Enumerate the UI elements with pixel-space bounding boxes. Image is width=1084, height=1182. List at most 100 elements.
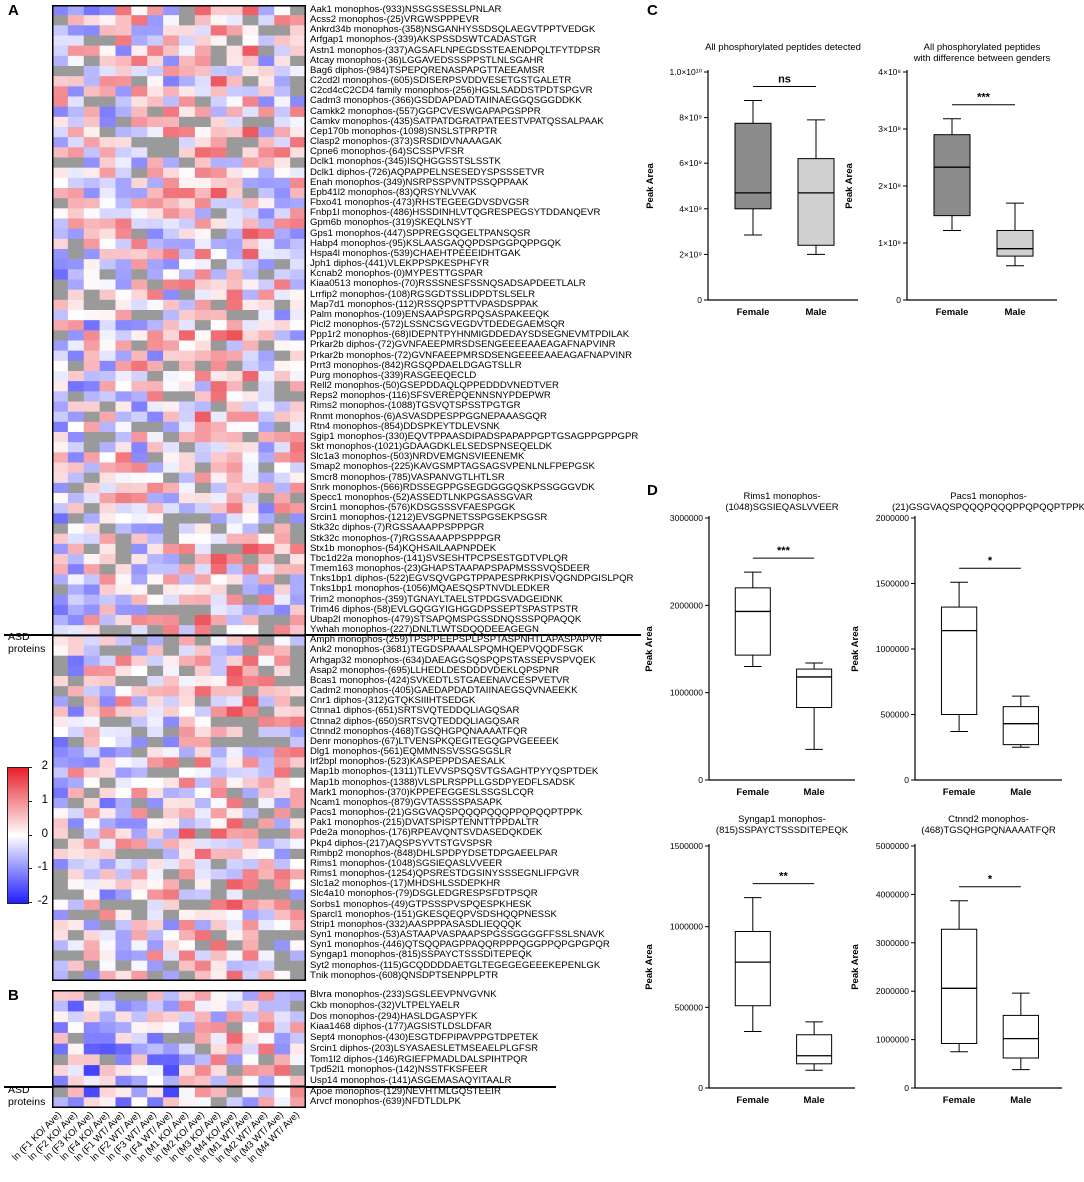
heatmap-cell — [115, 411, 132, 423]
heatmap-cell — [83, 645, 100, 656]
heatmap-b — [52, 990, 306, 1108]
x-category-label: Male — [805, 307, 826, 318]
heatmap-cell — [210, 777, 227, 789]
heatmap-cell — [147, 777, 164, 789]
heatmap-cell — [210, 208, 227, 219]
heatmap-cell — [242, 615, 259, 626]
heatmap-cell — [210, 482, 227, 494]
heatmap-cell — [194, 340, 212, 351]
heatmap-cell — [115, 391, 132, 402]
heatmap-cell — [67, 828, 85, 839]
heatmap-cell — [226, 604, 243, 616]
heatmap-cell — [274, 889, 291, 900]
heatmap-cell — [194, 137, 212, 148]
heatmap-cell — [163, 615, 180, 626]
heatmap-cell — [274, 198, 291, 209]
heatmap-cell — [290, 188, 306, 199]
heatmap-cell — [52, 249, 69, 260]
heatmap-cell — [258, 137, 275, 148]
heatmap-cell — [274, 604, 291, 616]
heatmap-cell — [274, 66, 291, 77]
heatmap-cell — [242, 737, 259, 748]
heatmap-cell — [115, 259, 132, 270]
heatmap-row-label: Arfgap1 monophos-(339)AKSPSSDSWTCADASTGR — [310, 34, 537, 46]
heatmap-cell — [179, 920, 196, 931]
heatmap-cell — [147, 564, 164, 575]
heatmap-cell — [290, 25, 306, 36]
panel-letter-b: B — [8, 987, 19, 1004]
heatmap-cell — [194, 564, 212, 575]
heatmap-cell — [226, 533, 243, 545]
heatmap-cell — [194, 1097, 212, 1108]
heatmap-cell — [179, 747, 196, 758]
heatmap-cell — [67, 1011, 85, 1023]
heatmap-cell — [115, 706, 132, 717]
heatmap-cell — [274, 269, 291, 280]
heatmap-cell — [147, 554, 164, 565]
heatmap-row-label: Ncam1 monophos-(879)GVTASSSSPASAPK — [310, 796, 503, 808]
heatmap-cell — [52, 899, 69, 911]
heatmap-cell — [83, 432, 100, 443]
heatmap-cell — [52, 127, 69, 138]
heatmap-cell — [52, 208, 69, 219]
heatmap-cell — [226, 66, 243, 77]
heatmap-cell — [115, 198, 132, 209]
heatmap-row-label: Blvra monophos-(233)SGSLEEVPNVGVNK — [310, 989, 497, 1001]
heatmap-cell — [163, 340, 180, 351]
heatmap-cell — [274, 127, 291, 138]
heatmap-cell — [115, 401, 132, 412]
heatmap-cell — [290, 493, 306, 504]
heatmap-cell — [274, 381, 291, 392]
heatmap-cell — [179, 177, 196, 189]
heatmap-cell — [115, 584, 132, 595]
box-plot-title: (468)TGSQHGPQNAAAATFQR — [921, 825, 1056, 836]
heatmap-cell — [67, 452, 85, 463]
heatmap-cell — [99, 879, 116, 890]
heatmap-row-label: Strip1 monophos-(332)AASPPPASASDLIEQQQK — [310, 918, 522, 930]
heatmap-cell — [99, 493, 116, 504]
heatmap-cell — [147, 757, 164, 768]
heatmap-cell — [83, 147, 100, 158]
heatmap-cell — [163, 990, 180, 1002]
heatmap-cell — [67, 116, 85, 128]
heatmap-cell — [147, 604, 164, 616]
heatmap-cell — [147, 940, 164, 951]
heatmap-cell — [242, 635, 259, 646]
heatmap-cell — [290, 421, 306, 433]
heatmap-cell — [67, 289, 85, 301]
heatmap-cell — [163, 696, 180, 707]
heatmap-cell — [115, 523, 132, 534]
heatmap-row-label: Pde2a monophos-(176)RPEAVQNTSVDASEDQKDEK — [310, 827, 543, 839]
heatmap-cell — [242, 767, 259, 778]
heatmap-cell — [52, 645, 69, 656]
heatmap-cell — [67, 909, 85, 921]
heatmap-cell — [67, 696, 85, 707]
heatmap-cell — [194, 970, 212, 981]
heatmap-cell — [99, 635, 116, 646]
heatmap-cell — [258, 340, 275, 351]
heatmap-cell — [163, 645, 180, 656]
heatmap-cell — [290, 269, 306, 280]
heatmap-cell — [194, 706, 212, 717]
heatmap-cell — [210, 462, 227, 473]
heatmap-cell — [147, 1032, 164, 1044]
heatmap-cell — [290, 157, 306, 168]
heatmap-cell — [290, 706, 306, 717]
heatmap-cell — [115, 289, 132, 301]
heatmap-cell — [83, 513, 100, 524]
heatmap-cell — [274, 391, 291, 402]
heatmap-cell — [210, 787, 227, 799]
heatmap-cell — [115, 381, 132, 392]
heatmap-cell — [131, 940, 148, 951]
heatmap-cell — [290, 777, 306, 789]
heatmap-cell — [194, 686, 212, 697]
heatmap-cell — [210, 1065, 227, 1077]
heatmap-cell — [194, 767, 212, 778]
heatmap-cell — [147, 767, 164, 778]
heatmap-cell — [115, 869, 132, 880]
heatmap-cell — [179, 940, 196, 951]
heatmap-cell — [99, 899, 116, 911]
heatmap-cell — [131, 259, 148, 270]
heatmap-cell — [290, 747, 306, 758]
